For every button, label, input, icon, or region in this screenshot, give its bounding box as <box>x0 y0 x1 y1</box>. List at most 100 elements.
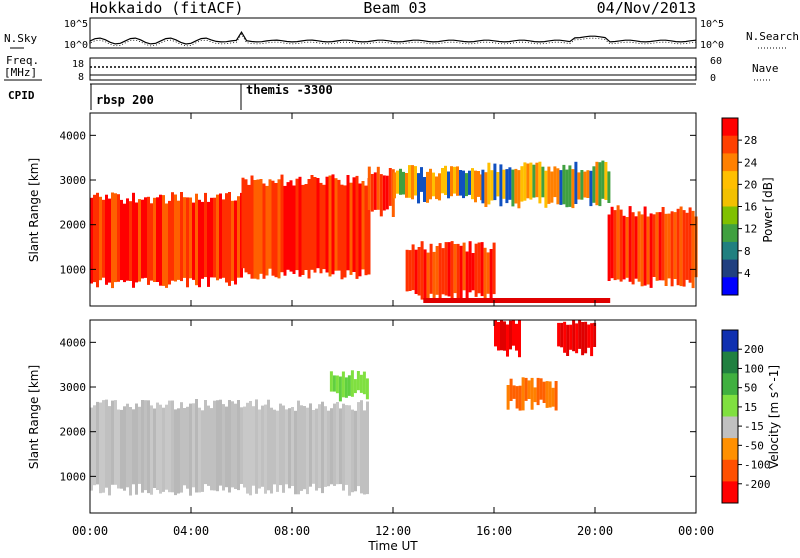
data-cell <box>577 172 581 200</box>
y-tick-label: 1000 <box>60 470 87 483</box>
data-cell <box>429 243 433 294</box>
data-cell <box>360 400 363 494</box>
data-cell <box>204 192 207 278</box>
power-colorbar-tick-label: 4 <box>744 267 751 280</box>
data-cell <box>135 403 138 495</box>
data-cell <box>216 400 219 492</box>
data-cell <box>518 320 521 358</box>
data-cell <box>489 249 493 299</box>
data-cell <box>548 381 552 408</box>
data-cell <box>171 192 174 281</box>
data-cell <box>568 165 572 207</box>
data-cell <box>264 404 267 494</box>
data-cell <box>388 168 392 206</box>
data-cell <box>352 177 356 272</box>
data-cell <box>204 400 207 485</box>
data-cell <box>102 400 105 493</box>
data-cell <box>348 405 351 496</box>
data-cell <box>198 407 201 493</box>
data-cell <box>255 399 258 494</box>
data-cell <box>652 214 656 277</box>
data-cell <box>569 324 573 350</box>
data-cell <box>490 170 494 201</box>
data-cell <box>162 407 165 492</box>
data-cell <box>93 194 96 283</box>
data-cell <box>512 385 516 399</box>
data-cell <box>532 164 536 198</box>
data-cell <box>509 320 512 350</box>
data-cell <box>270 407 273 494</box>
data-cell <box>508 167 512 200</box>
data-cell <box>370 174 374 212</box>
data-cell <box>545 381 549 408</box>
data-cell <box>539 378 543 400</box>
data-cell <box>593 322 597 347</box>
data-cell <box>318 404 321 489</box>
data-cell <box>572 320 576 352</box>
data-cell <box>462 170 465 199</box>
data-cell <box>344 377 348 398</box>
data-cell <box>468 170 471 195</box>
data-cell <box>533 387 537 403</box>
data-cell <box>598 162 602 207</box>
data-cell <box>105 399 108 488</box>
data-cell <box>468 241 472 293</box>
data-cell <box>363 410 366 495</box>
data-cell <box>517 170 521 209</box>
power-colorbar-swatch <box>722 188 738 207</box>
x-axis-label: Time UT <box>367 539 418 553</box>
data-cell <box>405 173 408 198</box>
data-cell <box>444 242 448 296</box>
x-tick-label: 16:00 <box>476 524 512 538</box>
data-cell <box>411 244 415 291</box>
velocity-colorbar-swatch <box>722 330 738 353</box>
data-cell <box>361 181 365 270</box>
data-cell <box>337 179 341 271</box>
data-cell <box>286 182 290 270</box>
data-cell <box>304 184 308 270</box>
data-cell <box>307 179 311 279</box>
data-cell <box>357 402 360 487</box>
data-cell <box>622 215 626 280</box>
data-cell <box>581 322 585 356</box>
data-cell <box>120 199 123 281</box>
noise-left-label: N.Sky <box>4 32 37 45</box>
data-cell <box>195 193 198 286</box>
data-cell <box>249 401 252 496</box>
data-cell <box>322 184 326 270</box>
data-cell <box>294 410 297 495</box>
data-cell <box>192 202 195 280</box>
data-cell <box>505 169 509 204</box>
data-cell <box>355 175 359 279</box>
velocity-ylabel: Slant Range [km] <box>27 365 41 469</box>
date-title: 04/Nov/2013 <box>597 0 696 17</box>
velocity-colorbar-tick-label: -15 <box>744 420 764 433</box>
data-cell <box>559 170 563 205</box>
power-panel: 1000 2000 3000 4000 Slant Range [km] 28 24 20… <box>27 112 775 307</box>
data-cell <box>688 207 692 283</box>
data-cell <box>222 199 225 278</box>
data-cell <box>90 197 93 284</box>
data-cell <box>330 408 333 485</box>
data-cell <box>228 192 231 286</box>
power-colorbar-tick-label: 24 <box>744 156 758 169</box>
power-colorbar-swatch <box>722 171 738 190</box>
data-cell <box>225 193 228 283</box>
data-cell <box>341 371 345 398</box>
data-cell <box>135 202 138 283</box>
data-cell <box>560 322 564 348</box>
data-cell <box>453 166 456 194</box>
data-cell <box>607 171 611 203</box>
data-cell <box>177 200 180 280</box>
data-cell <box>619 209 623 282</box>
data-cell <box>493 163 497 201</box>
data-cell <box>189 197 192 279</box>
data-cell <box>423 177 426 202</box>
data-cell <box>503 321 506 351</box>
data-cell <box>126 198 129 281</box>
data-cell <box>247 184 251 275</box>
data-cell <box>234 403 237 489</box>
noise-panel-frame <box>89 17 697 49</box>
data-cell <box>343 185 347 278</box>
data-cell <box>141 199 144 279</box>
